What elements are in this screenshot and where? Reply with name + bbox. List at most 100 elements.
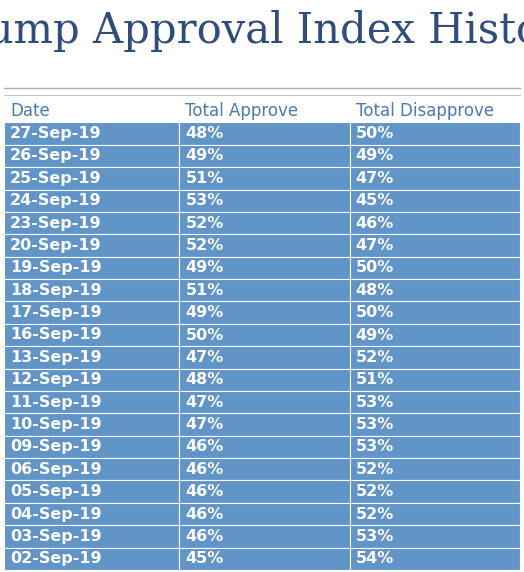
Bar: [179, 324, 350, 346]
Text: 03-Sep-19: 03-Sep-19: [10, 529, 102, 544]
Text: 46%: 46%: [185, 507, 224, 522]
Text: Trump Approval Index History: Trump Approval Index History: [0, 10, 524, 53]
Text: 54%: 54%: [356, 551, 394, 566]
Bar: [350, 436, 520, 458]
Bar: [4, 368, 179, 391]
Bar: [4, 235, 179, 257]
Bar: [350, 458, 520, 480]
Text: 20-Sep-19: 20-Sep-19: [10, 238, 102, 253]
Text: 47%: 47%: [185, 417, 224, 432]
Bar: [179, 257, 350, 279]
Bar: [179, 100, 350, 122]
Bar: [179, 301, 350, 324]
Bar: [4, 346, 179, 368]
Bar: [4, 547, 179, 570]
Text: 19-Sep-19: 19-Sep-19: [10, 260, 102, 275]
Bar: [179, 368, 350, 391]
Text: 12-Sep-19: 12-Sep-19: [10, 372, 102, 387]
Bar: [350, 391, 520, 414]
Bar: [350, 368, 520, 391]
Bar: [179, 480, 350, 503]
Text: 53%: 53%: [356, 439, 394, 454]
Text: 49%: 49%: [185, 149, 224, 164]
Bar: [4, 122, 179, 145]
Text: 25-Sep-19: 25-Sep-19: [10, 171, 102, 186]
Text: 52%: 52%: [356, 484, 394, 499]
Text: 47%: 47%: [356, 238, 394, 253]
Text: 05-Sep-19: 05-Sep-19: [10, 484, 102, 499]
Text: 17-Sep-19: 17-Sep-19: [10, 305, 102, 320]
Bar: [179, 346, 350, 368]
Text: 16-Sep-19: 16-Sep-19: [10, 328, 102, 343]
Text: 49%: 49%: [185, 260, 224, 275]
Bar: [4, 458, 179, 480]
Bar: [179, 458, 350, 480]
Bar: [4, 145, 179, 167]
Bar: [179, 145, 350, 167]
Text: 23-Sep-19: 23-Sep-19: [10, 216, 102, 231]
Bar: [350, 279, 520, 301]
Text: 50%: 50%: [185, 328, 224, 343]
Bar: [350, 547, 520, 570]
Bar: [179, 414, 350, 436]
Text: 46%: 46%: [356, 216, 394, 231]
Bar: [4, 100, 179, 122]
Bar: [179, 503, 350, 525]
Bar: [179, 235, 350, 257]
Text: 52%: 52%: [185, 216, 224, 231]
Bar: [179, 525, 350, 547]
Text: 47%: 47%: [185, 395, 224, 410]
Bar: [179, 212, 350, 235]
Bar: [179, 436, 350, 458]
Text: 02-Sep-19: 02-Sep-19: [10, 551, 102, 566]
Bar: [350, 480, 520, 503]
Bar: [350, 189, 520, 212]
Bar: [179, 279, 350, 301]
Bar: [350, 324, 520, 346]
Text: 47%: 47%: [356, 171, 394, 186]
Bar: [4, 301, 179, 324]
Bar: [350, 235, 520, 257]
Text: 09-Sep-19: 09-Sep-19: [10, 439, 102, 454]
Text: 51%: 51%: [185, 283, 224, 298]
Bar: [179, 547, 350, 570]
Text: 10-Sep-19: 10-Sep-19: [10, 417, 102, 432]
Text: 53%: 53%: [185, 193, 224, 208]
Text: 49%: 49%: [356, 149, 394, 164]
Text: 52%: 52%: [356, 350, 394, 365]
Text: 50%: 50%: [356, 126, 394, 141]
Bar: [350, 414, 520, 436]
Text: 48%: 48%: [185, 126, 224, 141]
Text: 45%: 45%: [185, 551, 224, 566]
Bar: [4, 503, 179, 525]
Bar: [4, 525, 179, 547]
Text: 53%: 53%: [356, 417, 394, 432]
Bar: [350, 503, 520, 525]
Bar: [4, 257, 179, 279]
Text: 49%: 49%: [356, 328, 394, 343]
Text: 26-Sep-19: 26-Sep-19: [10, 149, 102, 164]
Text: 13-Sep-19: 13-Sep-19: [10, 350, 102, 365]
Bar: [4, 167, 179, 189]
Bar: [350, 301, 520, 324]
Text: 24-Sep-19: 24-Sep-19: [10, 193, 102, 208]
Text: 50%: 50%: [356, 305, 394, 320]
Text: 50%: 50%: [356, 260, 394, 275]
Text: 11-Sep-19: 11-Sep-19: [10, 395, 102, 410]
Bar: [350, 346, 520, 368]
Bar: [350, 257, 520, 279]
Bar: [4, 391, 179, 414]
Text: 46%: 46%: [185, 462, 224, 477]
Text: 04-Sep-19: 04-Sep-19: [10, 507, 102, 522]
Bar: [179, 122, 350, 145]
Text: 52%: 52%: [356, 507, 394, 522]
Text: 46%: 46%: [185, 484, 224, 499]
Bar: [179, 189, 350, 212]
Bar: [4, 212, 179, 235]
Bar: [179, 391, 350, 414]
Text: 53%: 53%: [356, 529, 394, 544]
Text: 52%: 52%: [356, 462, 394, 477]
Text: 51%: 51%: [185, 171, 224, 186]
Text: 53%: 53%: [356, 395, 394, 410]
Text: 47%: 47%: [185, 350, 224, 365]
